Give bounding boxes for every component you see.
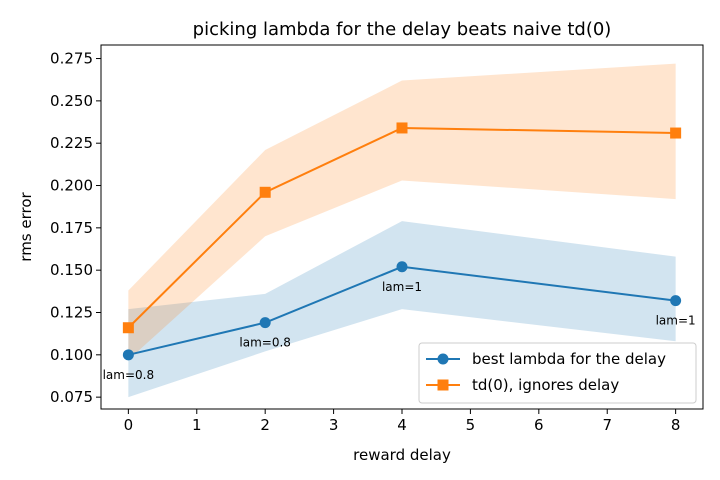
legend: best lambda for the delay td(0), ignores … <box>418 342 697 404</box>
x-tick-label: 8 <box>671 416 681 434</box>
series-band <box>128 63 676 360</box>
data-point <box>670 295 682 307</box>
point-annotation: lam=1 <box>656 314 696 328</box>
y-tick-label: 0.200 <box>50 177 93 195</box>
legend-marker <box>437 353 449 365</box>
x-tick-label: 3 <box>329 416 339 434</box>
data-point <box>396 261 408 273</box>
x-tick-label: 5 <box>466 416 476 434</box>
x-tick-label: 2 <box>260 416 270 434</box>
y-axis-ticks: 0.075 0.100 0.125 0.150 0.175 0.200 0.225 0.250… <box>50 50 101 406</box>
series-line <box>128 265 676 356</box>
data-point <box>122 322 134 334</box>
x-tick-label: 1 <box>192 416 202 434</box>
data-point <box>670 127 682 139</box>
y-tick-label: 0.075 <box>50 388 93 406</box>
y-tick-label: 0.150 <box>50 261 93 279</box>
x-tick-label: 0 <box>124 416 134 434</box>
x-tick-label: 7 <box>602 416 612 434</box>
series-band <box>128 221 676 398</box>
point-annotation: lam=0.8 <box>239 336 291 350</box>
confidence-bands <box>128 63 676 398</box>
y-tick-label: 0.100 <box>50 346 93 364</box>
legend-box <box>418 342 697 404</box>
x-axis-label: reward delay <box>353 446 451 464</box>
legend-label: td(0), ignores delay <box>472 376 619 394</box>
y-tick-label: 0.175 <box>50 219 93 237</box>
legend-label: best lambda for the delay <box>472 350 666 368</box>
data-point <box>396 122 408 134</box>
x-tick-label: 4 <box>397 416 407 434</box>
y-tick-label: 0.250 <box>50 92 93 110</box>
point-annotation: lam=1 <box>382 280 422 294</box>
series-lines <box>127 126 676 356</box>
data-point <box>259 186 271 198</box>
y-tick-label: 0.225 <box>50 134 93 152</box>
y-tick-label: 0.275 <box>50 50 93 68</box>
series-markers <box>122 122 682 361</box>
x-axis-ticks: 0 1 2 3 4 5 6 7 8 <box>124 409 681 434</box>
y-tick-label: 0.125 <box>50 303 93 321</box>
legend-marker <box>437 379 449 391</box>
y-axis-label: rms error <box>17 191 35 261</box>
x-tick-label: 6 <box>534 416 544 434</box>
data-point <box>122 349 134 361</box>
series-line <box>127 126 676 329</box>
point-annotation: lam=0.8 <box>103 368 155 382</box>
chart-title: picking lambda for the delay beats naive… <box>193 19 612 40</box>
data-point <box>259 317 271 329</box>
point-annotations: lam=0.8 lam=0.8 lam=1 lam=1 <box>103 280 696 382</box>
